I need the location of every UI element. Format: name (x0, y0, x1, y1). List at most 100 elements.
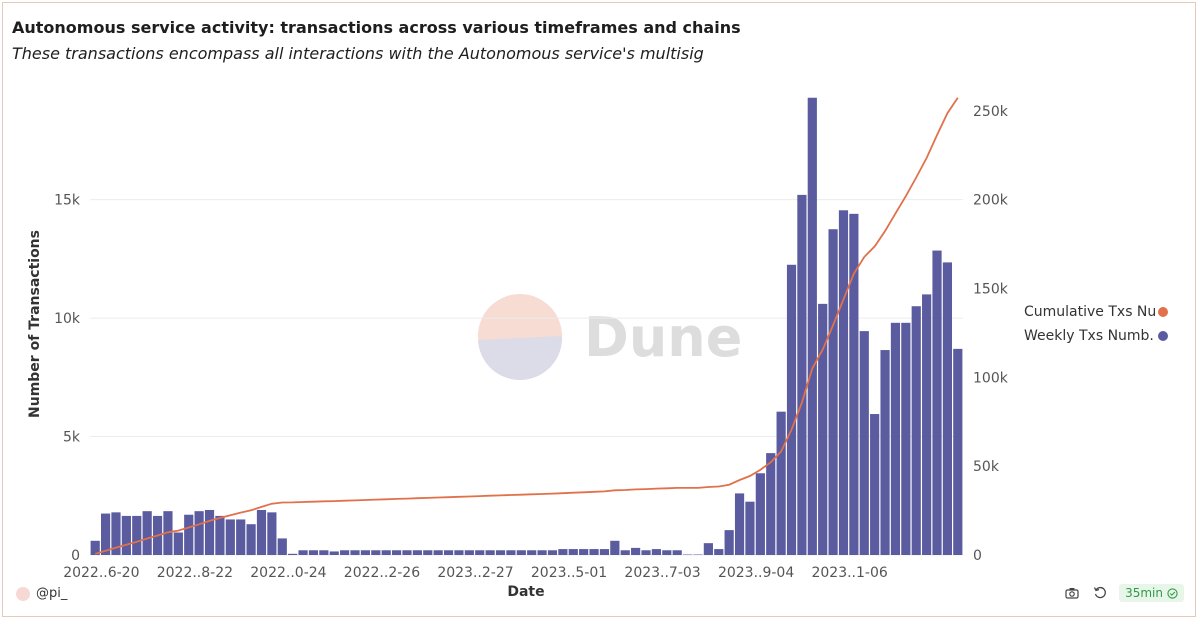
y2-tick-label: 150k (973, 281, 1009, 297)
bar[interactable] (350, 550, 360, 555)
bar[interactable] (121, 515, 131, 555)
bar[interactable] (620, 550, 630, 555)
bar[interactable] (132, 515, 142, 555)
bar[interactable] (298, 550, 308, 555)
legend-dot-cumulative-icon (1158, 307, 1168, 317)
bar[interactable] (724, 530, 734, 555)
bar[interactable] (797, 194, 807, 555)
bar[interactable] (142, 511, 152, 555)
bar[interactable] (922, 294, 932, 555)
bar[interactable] (308, 550, 319, 555)
bar[interactable] (703, 543, 713, 555)
bar[interactable] (838, 210, 849, 555)
bar[interactable] (870, 414, 880, 555)
avatar (16, 586, 30, 601)
bar[interactable] (495, 550, 506, 555)
bar[interactable] (901, 322, 911, 555)
bar[interactable] (828, 229, 838, 555)
bar[interactable] (236, 519, 246, 555)
bar[interactable] (766, 453, 776, 555)
bar[interactable] (579, 549, 589, 555)
bar[interactable] (412, 550, 422, 555)
bar[interactable] (381, 550, 391, 555)
bar[interactable] (391, 550, 402, 555)
x-tick-label: 2023..7-03 (624, 565, 700, 581)
bar[interactable] (568, 549, 578, 555)
bar[interactable] (246, 524, 256, 555)
footer-toolbar: 35min (1063, 584, 1184, 602)
legend-item-cumulative[interactable]: Cumulative Txs Nu (1024, 304, 1168, 320)
bar[interactable] (890, 322, 901, 555)
bar[interactable] (360, 550, 371, 555)
bar[interactable] (849, 213, 859, 556)
bar[interactable] (818, 303, 828, 555)
bar[interactable] (776, 411, 786, 555)
camera-icon[interactable] (1063, 584, 1081, 602)
bar[interactable] (433, 550, 443, 555)
bar[interactable] (423, 550, 433, 555)
bar[interactable] (558, 549, 568, 555)
bar[interactable] (714, 549, 724, 555)
bar[interactable] (755, 473, 765, 555)
bar[interactable] (256, 509, 267, 555)
bar[interactable] (288, 553, 298, 555)
bar[interactable] (475, 550, 485, 555)
bar[interactable] (111, 512, 121, 555)
watermark-logo-shade (478, 336, 563, 381)
bar[interactable] (173, 532, 183, 555)
bar[interactable] (485, 550, 495, 555)
bar[interactable] (319, 550, 329, 555)
bar[interactable] (215, 515, 225, 555)
bar[interactable] (589, 549, 599, 555)
refresh-icon[interactable] (1091, 584, 1109, 602)
bar[interactable] (204, 509, 215, 555)
bar[interactable] (402, 550, 412, 555)
bar[interactable] (537, 550, 547, 555)
x-tick-label: 2022..6-20 (63, 565, 139, 581)
x-tick-label: 2023..9-04 (718, 565, 794, 581)
bar[interactable] (90, 540, 100, 555)
bar[interactable] (911, 306, 921, 555)
bar[interactable] (547, 550, 558, 555)
y-tick-label: 15k (54, 193, 81, 209)
bar[interactable] (184, 514, 194, 555)
bar[interactable] (641, 550, 651, 555)
bar[interactable] (953, 348, 963, 555)
bar[interactable] (807, 97, 817, 555)
bar[interactable] (880, 350, 890, 555)
bar[interactable] (194, 511, 204, 555)
bar[interactable] (443, 550, 454, 555)
y-axis-title: Number of Transactions (27, 230, 43, 418)
legend-item-weekly[interactable]: Weekly Txs Numb. (1024, 328, 1168, 344)
bar[interactable] (371, 550, 381, 555)
bar[interactable] (662, 550, 672, 555)
x-tick-label: 2023..1-06 (811, 565, 887, 581)
bar[interactable] (516, 550, 526, 555)
bar[interactable] (506, 550, 516, 555)
bar[interactable] (672, 550, 682, 555)
bar[interactable] (610, 540, 620, 555)
check-circle-icon (1167, 587, 1178, 599)
watermark-text: Dune (584, 306, 742, 369)
author-link[interactable]: @pi_ (16, 586, 67, 601)
bar[interactable] (734, 493, 745, 555)
bar[interactable] (454, 550, 464, 555)
bar[interactable] (100, 513, 111, 555)
bar[interactable] (745, 501, 755, 555)
bar[interactable] (340, 550, 350, 555)
cumulative-line[interactable] (94, 97, 959, 555)
bar[interactable] (527, 550, 537, 555)
bar[interactable] (267, 512, 277, 555)
bar[interactable] (599, 549, 610, 555)
bar[interactable] (225, 519, 235, 555)
bar[interactable] (464, 550, 474, 555)
bar[interactable] (786, 264, 797, 555)
refresh-status-badge[interactable]: 35min (1119, 584, 1184, 602)
bar[interactable] (631, 547, 641, 555)
bar[interactable] (942, 262, 953, 555)
bar[interactable] (859, 331, 869, 555)
bar[interactable] (277, 538, 287, 555)
bar[interactable] (329, 551, 339, 555)
bar[interactable] (932, 250, 942, 556)
bar[interactable] (651, 549, 662, 555)
